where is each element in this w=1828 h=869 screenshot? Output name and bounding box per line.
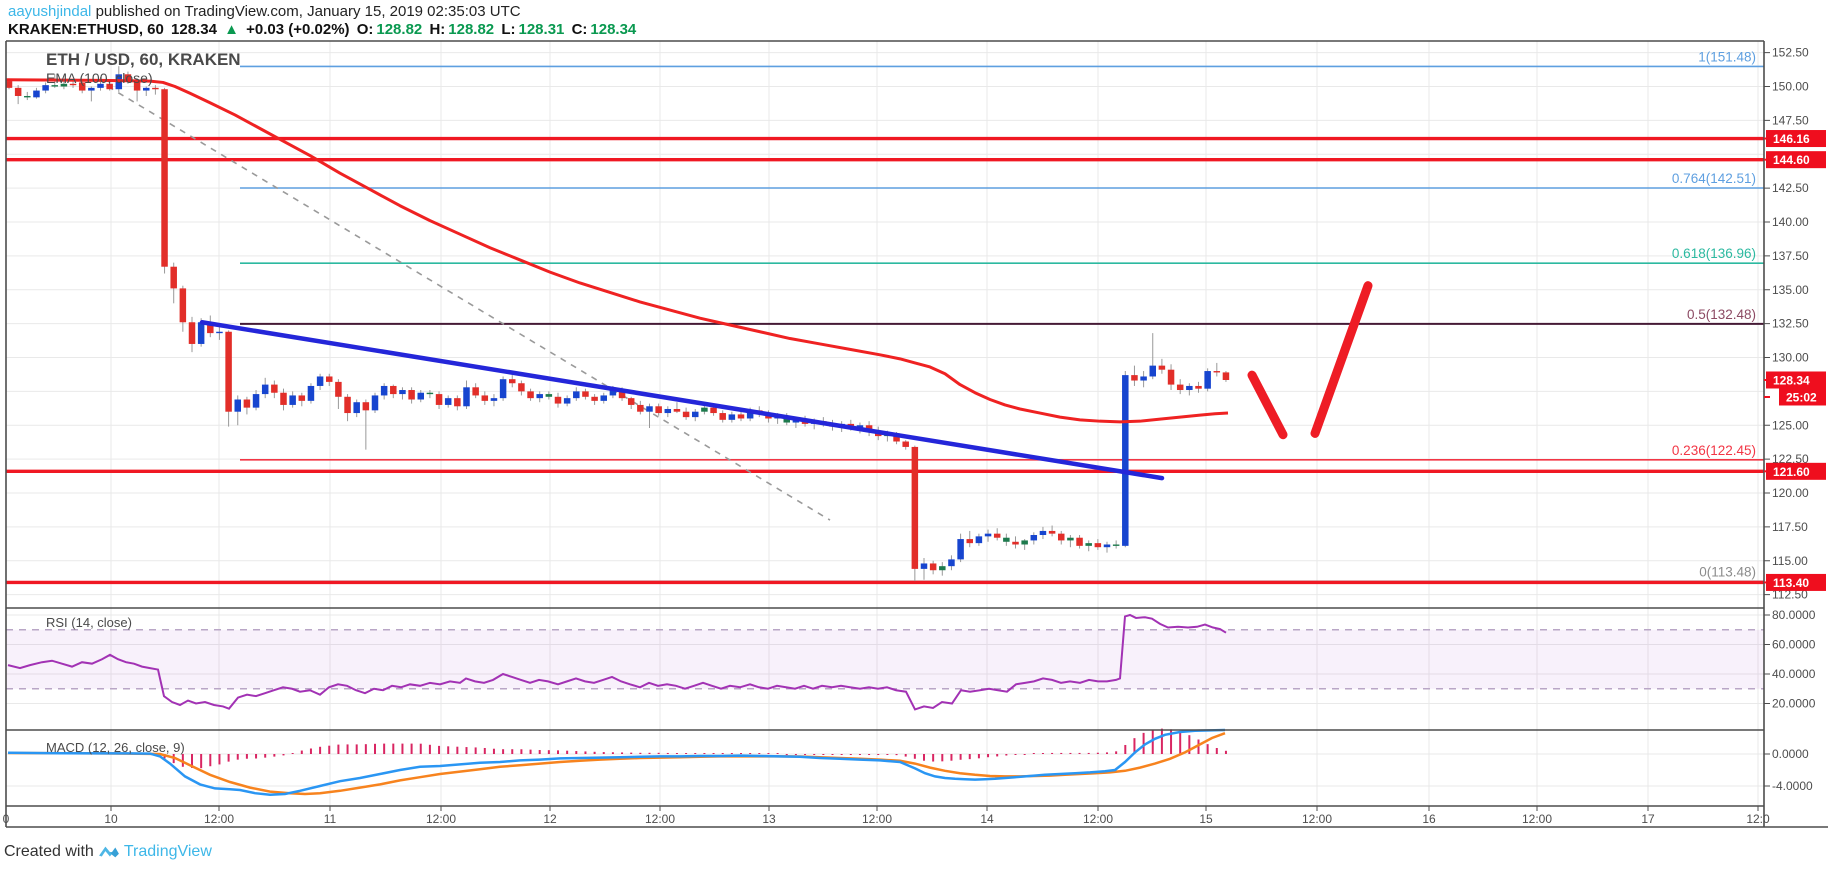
- price-axis-label[interactable]: 120.00: [1772, 486, 1809, 500]
- macd-axis-label[interactable]: 0.0000: [1772, 747, 1809, 761]
- time-axis-label[interactable]: 15: [1199, 812, 1213, 826]
- rsi-axis-label[interactable]: 80.0000: [1772, 608, 1816, 622]
- price-axis-label[interactable]: 125.00: [1772, 418, 1809, 432]
- publish-text: published on TradingView.com, January 15…: [91, 3, 521, 20]
- fib-level-label: 0.618(136.96): [1672, 246, 1756, 261]
- ema-line[interactable]: [5, 78, 1229, 424]
- time-axis-label[interactable]: 12:00: [204, 812, 234, 826]
- rsi-band: [6, 629, 1764, 689]
- time-axis-label[interactable]: 12:0: [1746, 812, 1770, 826]
- countdown-box: [1779, 388, 1826, 406]
- time-axis-label[interactable]: 12:00: [645, 812, 675, 826]
- candlestick-series: [5, 66, 1230, 582]
- blue-trendline[interactable]: [199, 320, 1165, 481]
- time-axis-label[interactable]: 12: [543, 812, 557, 826]
- price-axis-label[interactable]: 142.50: [1772, 181, 1809, 195]
- time-axis-label[interactable]: 0: [3, 812, 10, 826]
- rsi-line[interactable]: [7, 613, 1227, 711]
- time-axis-label[interactable]: 12:00: [1522, 812, 1552, 826]
- time-axis-label[interactable]: 12:00: [1302, 812, 1332, 826]
- dashed-trendline[interactable]: [107, 85, 831, 521]
- price-axis-label[interactable]: 112.50: [1772, 588, 1808, 602]
- price-axis-label[interactable]: 147.50: [1772, 113, 1809, 127]
- price-axis-label[interactable]: 117.50: [1772, 520, 1808, 534]
- alert-price-box: [1766, 130, 1826, 148]
- time-axis-label[interactable]: 10: [104, 812, 118, 826]
- macd-axis-label[interactable]: -4.0000: [1772, 779, 1813, 793]
- fib-level-label: 1(151.48): [1698, 49, 1756, 64]
- price-axis-label[interactable]: 122.50: [1772, 452, 1809, 466]
- annotation-stroke[interactable]: [1310, 281, 1373, 438]
- alert-price-box-text: 113.40: [1773, 576, 1809, 590]
- publish-info: aayushjindal published on TradingView.co…: [8, 3, 521, 20]
- fib-level-label: 0.764(142.51): [1672, 171, 1756, 186]
- countdown-box-text: 25:02: [1786, 390, 1817, 404]
- last-price-box-text: 128.34: [1773, 373, 1810, 387]
- ema-indicator-label[interactable]: EMA (100, close): [46, 70, 153, 86]
- open-label: O:: [356, 21, 374, 38]
- time-axis-label[interactable]: 12:00: [862, 812, 892, 826]
- tradingview-link[interactable]: TradingView: [123, 843, 212, 860]
- low-value: 128.31: [518, 21, 565, 38]
- alert-price-box-text: 144.60: [1773, 153, 1810, 167]
- tradingview-logo-icon: [98, 846, 119, 858]
- chart-pane-title: ETH / USD, 60, KRAKEN: [46, 50, 241, 69]
- alert-price-box: [1766, 573, 1826, 591]
- alert-price-box-text: 121.60: [1773, 465, 1810, 479]
- macd-line[interactable]: [7, 728, 1226, 797]
- alert-price-box-text: 146.16: [1773, 132, 1810, 146]
- price-axis-label[interactable]: 152.50: [1772, 46, 1809, 60]
- alert-price-box: [1766, 462, 1826, 480]
- price-axis-label[interactable]: 115.00: [1772, 554, 1808, 568]
- price-axis-label[interactable]: 137.50: [1772, 249, 1809, 263]
- close-label: C:: [571, 21, 588, 38]
- rsi-axis-label[interactable]: 40.0000: [1772, 667, 1816, 681]
- price-change: +0.03 (+0.02%): [246, 21, 350, 38]
- price-axis-label[interactable]: 132.50: [1772, 317, 1809, 331]
- time-axis-label[interactable]: 11: [324, 812, 337, 826]
- price-axis-label[interactable]: 140.00: [1772, 215, 1809, 229]
- high-value: 128.82: [448, 21, 495, 38]
- time-axis-label[interactable]: 17: [1641, 812, 1655, 826]
- low-label: L:: [501, 21, 516, 38]
- fib-level-label: 0.5(132.48): [1687, 307, 1756, 322]
- time-axis-label[interactable]: 12:00: [426, 812, 456, 826]
- open-value: 128.82: [376, 21, 423, 38]
- time-axis-label[interactable]: 14: [980, 812, 994, 826]
- rsi-axis-label[interactable]: 20.0000: [1772, 697, 1816, 711]
- alert-price-box: [1766, 151, 1826, 169]
- price-axis-label[interactable]: 150.00: [1772, 80, 1809, 94]
- time-axis-label[interactable]: 16: [1422, 812, 1436, 826]
- macd-signal-line[interactable]: [7, 732, 1226, 796]
- created-with-text: Created with: [4, 843, 94, 860]
- fib-level-label: 0(113.48): [1699, 564, 1756, 579]
- annotation-stroke[interactable]: [1247, 370, 1288, 440]
- symbol-name[interactable]: KRAKEN:ETHUSD, 60: [8, 21, 164, 38]
- last-price: 128.34: [171, 21, 217, 38]
- fib-level-label: 0.236(122.45): [1672, 443, 1756, 458]
- macd-indicator-label[interactable]: MACD (12, 26, close, 9): [46, 740, 185, 755]
- rsi-axis-label[interactable]: 60.0000: [1772, 638, 1816, 652]
- footer-attribution: Created with TradingView: [4, 843, 212, 861]
- last-price-box: [1766, 371, 1826, 389]
- price-axis-label[interactable]: 135.00: [1772, 283, 1809, 297]
- high-label: H:: [429, 21, 446, 38]
- time-axis-label[interactable]: 13: [762, 812, 776, 826]
- author-link[interactable]: aayushjindal: [8, 3, 92, 20]
- rsi-indicator-label[interactable]: RSI (14, close): [46, 615, 132, 630]
- up-arrow-icon: ▲: [224, 21, 239, 38]
- time-axis-label[interactable]: 12:00: [1083, 812, 1113, 826]
- symbol-status-line: KRAKEN:ETHUSD, 60 128.34 ▲ +0.03 (+0.02%…: [8, 21, 639, 38]
- close-value: 128.34: [590, 21, 637, 38]
- price-axis-label[interactable]: 130.00: [1772, 351, 1809, 365]
